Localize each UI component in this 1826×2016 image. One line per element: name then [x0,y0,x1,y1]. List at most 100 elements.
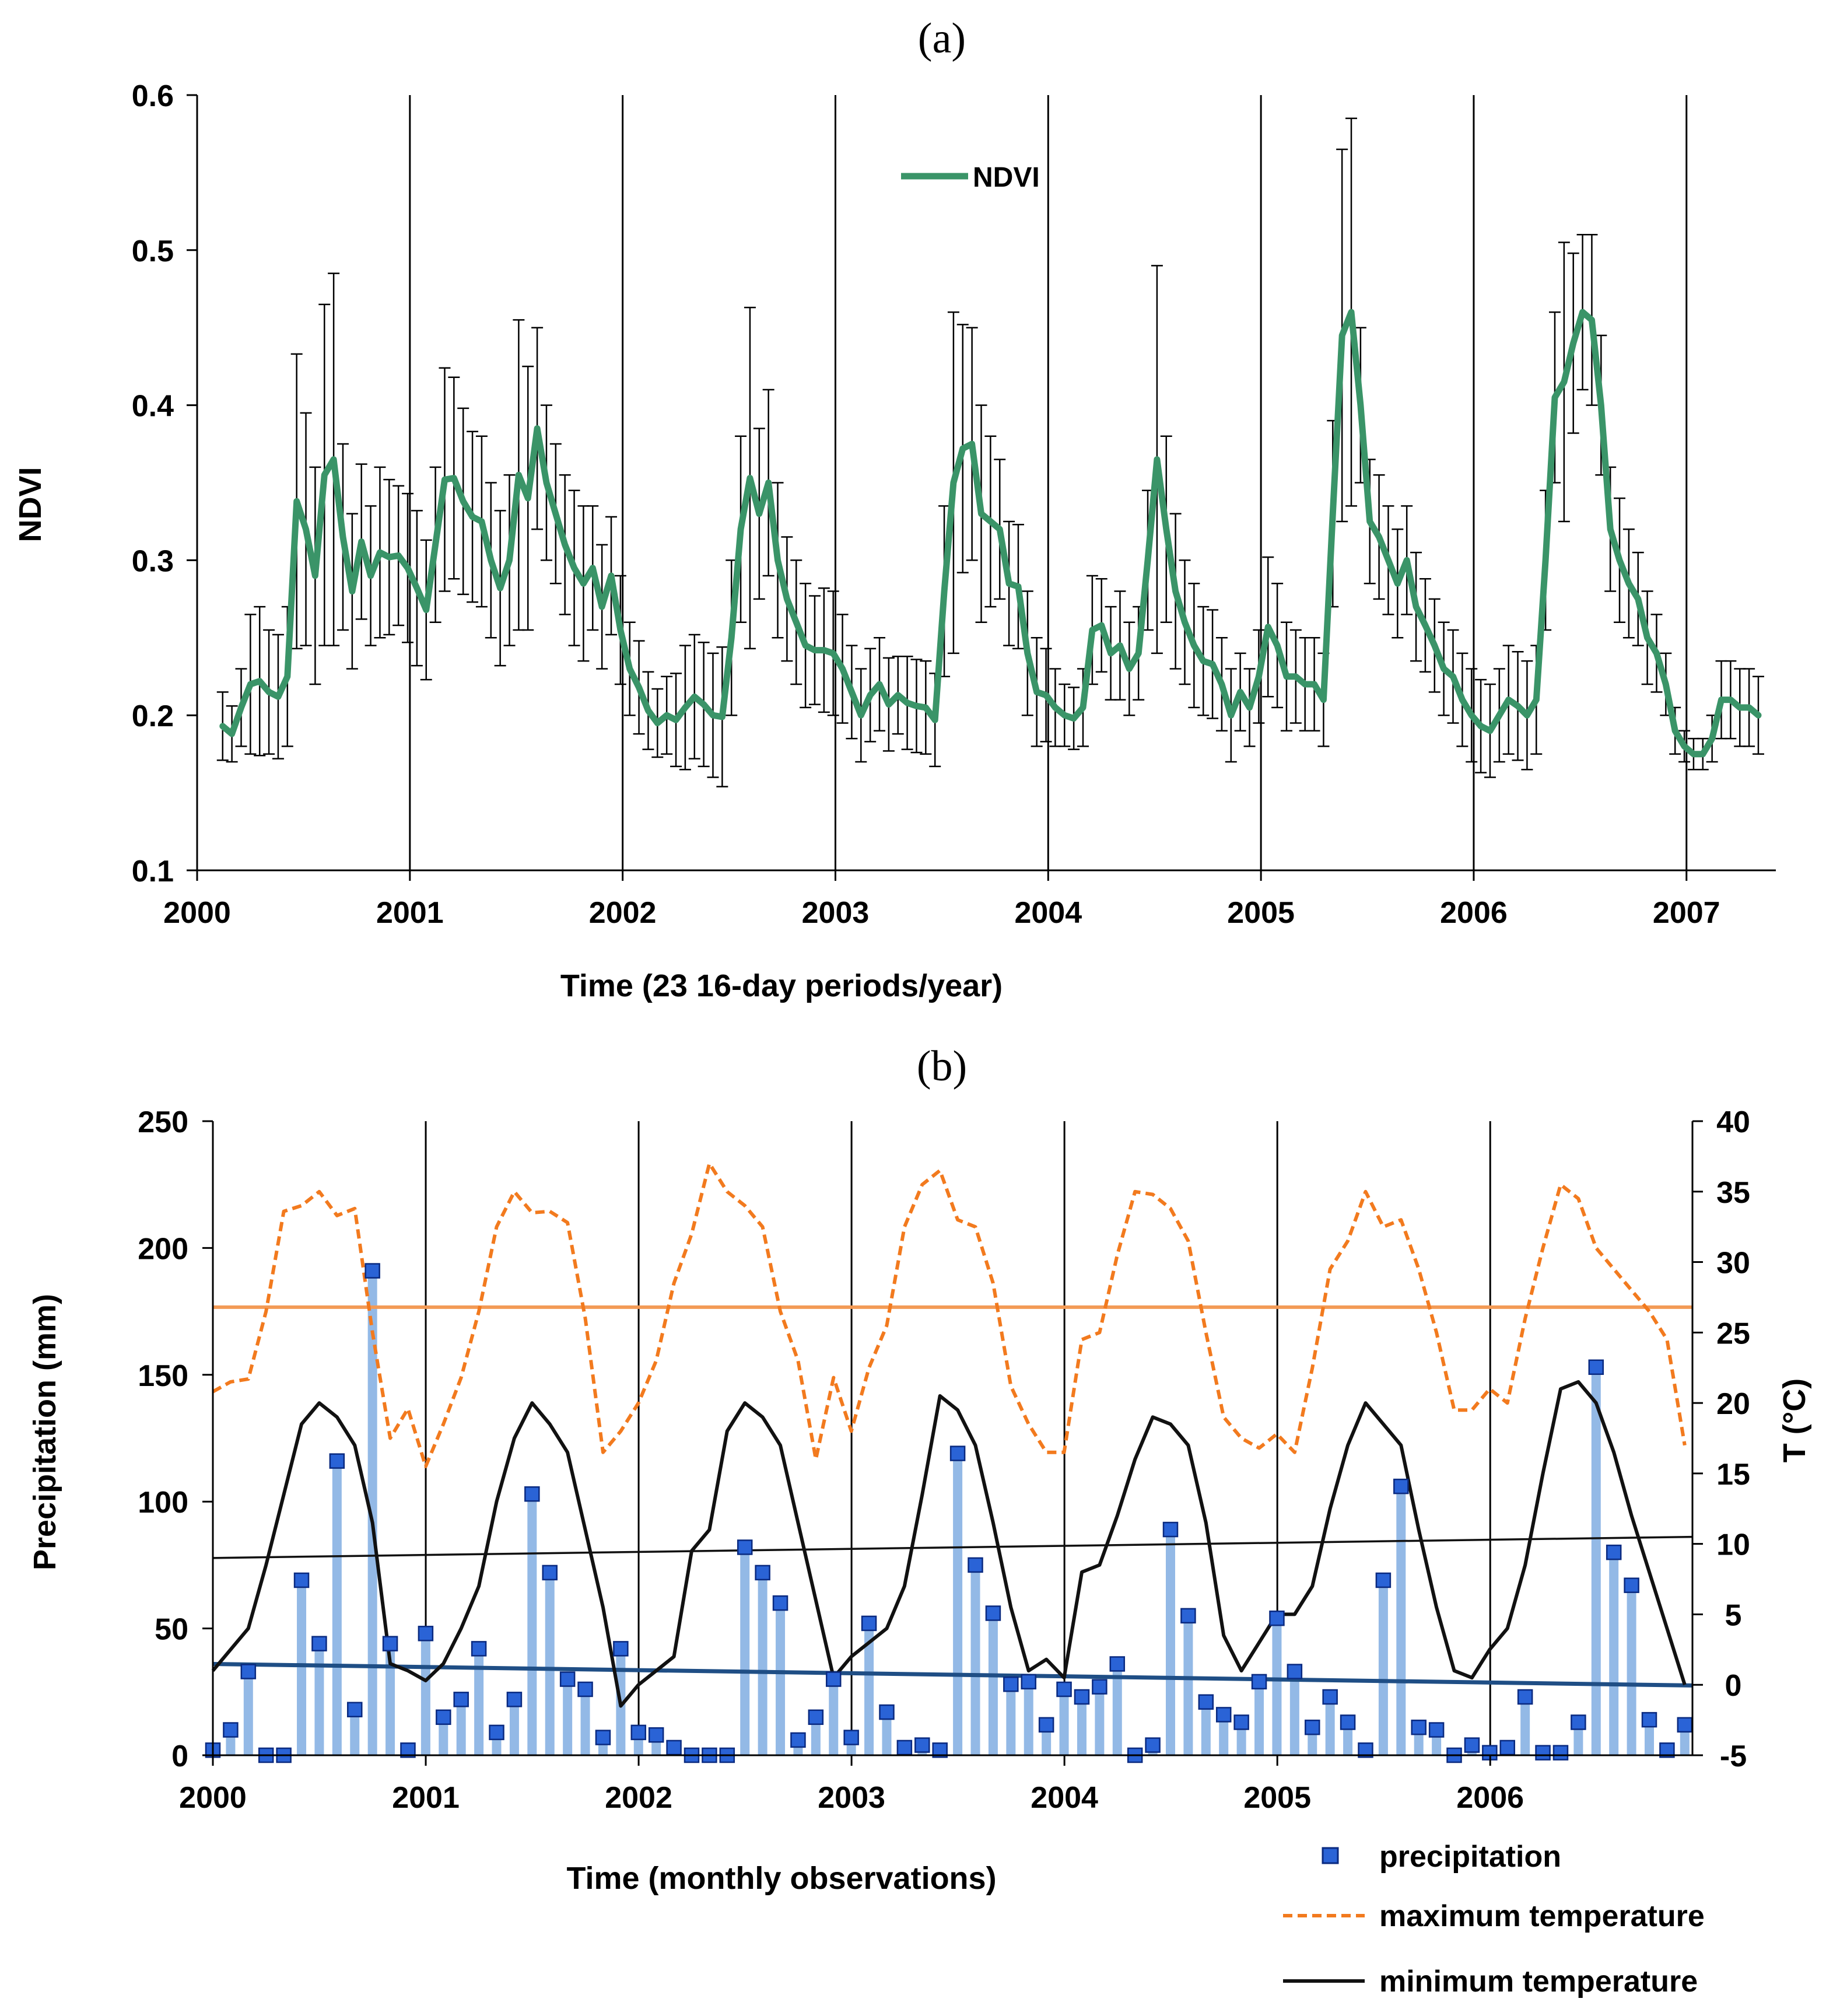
x-tick-label: 2005 [1243,1781,1311,1815]
panel-b-left-ticks: 0 50 100 150 200 250 [138,1105,213,1773]
precipitation-bar [350,1709,360,1755]
ndvi-line [219,309,1762,758]
x-tick-label: 2003 [802,896,870,930]
precipitation-bar [1396,1486,1406,1755]
x-tick-label: 2002 [605,1781,672,1815]
precipitation-marker [1428,1722,1445,1738]
precipitation-marker [1056,1681,1072,1698]
left-tick-label: 200 [138,1232,188,1266]
precipitation-marker [648,1727,664,1743]
precipitation-marker [1588,1359,1604,1376]
precipitation-marker [1535,1745,1551,1760]
precipitation-bar [1289,1671,1299,1755]
panel-a: (a) 0.10.20.30.40.50.6 2000 2001 2002 2003 2… [13,15,1776,1003]
x-tick-label: 2004 [1031,1781,1098,1815]
precipitation-marker [436,1709,451,1726]
precipitation-bar [811,1717,821,1755]
precipitation-bar [527,1494,537,1755]
tmax-line [212,1161,1687,1468]
panel-b-y-axis-title: Precipitation (mm) [27,1294,62,1570]
precipitation-bar [882,1712,892,1755]
precipitation-marker [772,1595,788,1611]
precipitation-marker [1322,1689,1338,1705]
left-tick-label: 50 [155,1613,188,1647]
precipitation-bar [1077,1696,1087,1755]
precipitation-marker [879,1704,895,1720]
precipitation-marker [223,1722,239,1738]
precipitation-marker [630,1724,647,1741]
precipitation-marker [755,1564,770,1581]
precipitation-bar [314,1643,324,1755]
precipitation-marker [1393,1478,1409,1494]
panel-a-year-gridlines [409,95,1688,870]
precipitation-bar [563,1679,573,1755]
precipitation-bar [367,1270,377,1755]
right-tick-label: 30 [1716,1247,1750,1280]
right-tick-label: 20 [1716,1387,1750,1421]
precipitation-marker [1145,1737,1161,1753]
x-tick-label: 2006 [1456,1781,1524,1815]
y-tick-label: 0.1 [132,855,174,888]
precipitation-bar [1183,1615,1193,1755]
y-tick-label: 0.5 [132,235,174,268]
precipitation-marker [1003,1676,1019,1692]
precipitation-bar [1378,1580,1388,1755]
precipitation-marker [1162,1521,1179,1538]
precipitation-markers [205,1263,1693,1763]
precipitation-marker [968,1557,983,1573]
legend-tmax-label: maximum temperature [1379,1899,1705,1933]
precipitation-bar [1645,1720,1655,1755]
precipitation-marker [1198,1694,1214,1710]
x-tick-label: 2007 [1653,896,1720,930]
precipitation-bar [829,1679,839,1755]
ndvi-error-bars [216,117,1764,788]
precipitation-marker [311,1636,327,1651]
panel-a-x-axis-title: Time (23 16-day periods/year) [560,968,1003,1003]
precipitation-marker [489,1724,504,1741]
panel-b-x-axis-title: Time (monthly observations) [566,1861,996,1896]
precipitation-bars [208,1270,1690,1755]
precipitation-marker [949,1446,966,1461]
precipitation-marker [1021,1674,1036,1690]
x-tick-label: 2005 [1227,896,1295,930]
precipitation-marker [542,1564,558,1581]
precipitation-bar [1272,1618,1282,1755]
panel-a-y-axis-title: NDVI [13,467,48,542]
precipitation-bar [1201,1702,1211,1755]
precipitation-bar [580,1689,590,1755]
precipitation-bar [456,1699,466,1755]
y-tick-label: 0.3 [132,544,174,578]
precipitation-marker [329,1453,345,1469]
precipitation-marker [896,1740,913,1756]
precipitation-bar [332,1461,342,1755]
panel-a-legend: NDVI [901,162,1040,193]
precipitation-marker [826,1671,842,1687]
precipitation-marker [240,1664,257,1679]
right-tick-label: 0 [1725,1669,1742,1703]
precipitation-marker [453,1692,469,1707]
precipitation-marker [365,1263,380,1279]
left-tick-label: 0 [171,1740,188,1773]
precipitation-bar [420,1633,430,1755]
tmin-trend-line [212,1535,1693,1559]
panel-b-label: (b) [917,1042,967,1090]
precipitation-marker [559,1671,576,1687]
precipitation-marker [347,1702,363,1717]
right-tick-label: 10 [1716,1528,1750,1562]
precipitation-marker [861,1615,877,1632]
precipitation-marker [1038,1717,1054,1733]
legend-precipitation-label: precipitation [1379,1840,1561,1874]
precipitation-bar [1219,1714,1229,1755]
precipitation-bar [988,1613,998,1755]
precipitation-bar [1024,1681,1033,1755]
precipitation-marker [666,1740,682,1756]
precipitation-marker [1606,1544,1622,1560]
precipitation-marker [1180,1608,1196,1624]
precipitation-bar [1325,1696,1335,1755]
precipitation-marker [1074,1689,1090,1705]
left-tick-label: 150 [138,1359,188,1393]
precipitation-marker [1233,1714,1249,1730]
precipitation-bar [243,1671,253,1755]
precipitation-marker [985,1605,1001,1621]
